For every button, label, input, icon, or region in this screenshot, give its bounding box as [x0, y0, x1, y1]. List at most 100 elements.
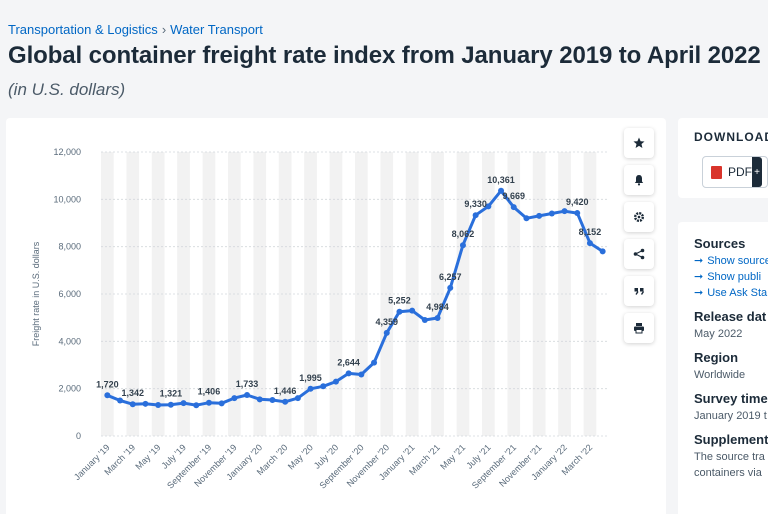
- star-icon: [633, 137, 645, 148]
- release-date-value: May 2022: [694, 328, 743, 340]
- data-point: [142, 400, 149, 407]
- y-tick-label: 10,000: [53, 194, 81, 204]
- favorite-button[interactable]: [624, 128, 654, 158]
- data-point: [434, 315, 441, 322]
- settings-button[interactable]: [624, 202, 654, 232]
- data-point: [396, 308, 403, 315]
- data-label: 2,644: [337, 357, 360, 367]
- breadcrumb: Transportation & Logistics › Water Transpo…: [8, 22, 263, 37]
- column-band: [177, 152, 190, 436]
- data-point: [167, 401, 174, 408]
- data-label: 4,984: [426, 302, 449, 312]
- data-label: 5,252: [388, 296, 411, 306]
- data-point: [231, 395, 238, 402]
- data-label: 4,359: [375, 317, 398, 327]
- survey-time-value: January 2019 t: [694, 410, 767, 422]
- breadcrumb-separator: ›: [161, 22, 167, 37]
- release-date-heading: Release dat: [694, 309, 767, 324]
- data-point: [345, 370, 352, 377]
- column-band: [126, 152, 140, 436]
- data-label: 1,446: [274, 386, 297, 396]
- y-tick-label: 4,000: [58, 336, 81, 346]
- column-band: [482, 152, 495, 436]
- y-tick-label: 6,000: [58, 289, 81, 299]
- breadcrumb-category-link[interactable]: Transportation & Logistics: [8, 22, 158, 37]
- data-label: 1,406: [198, 387, 221, 397]
- y-tick-label: 8,000: [58, 242, 81, 252]
- data-point: [358, 371, 365, 378]
- data-point: [104, 392, 111, 399]
- data-label: 8,062: [452, 229, 475, 239]
- data-point: [472, 212, 479, 219]
- show-publisher-link[interactable]: ➞ Show publi: [694, 271, 762, 283]
- pdf-options-button[interactable]: +: [752, 157, 762, 187]
- data-point: [129, 401, 136, 408]
- cite-button[interactable]: [624, 276, 654, 306]
- share-button[interactable]: [624, 239, 654, 269]
- data-point: [371, 359, 378, 366]
- supplementary-line-2: containers via: [694, 467, 762, 479]
- arrow-right-icon: ➞: [694, 255, 704, 267]
- column-band: [253, 152, 267, 436]
- data-point: [485, 203, 492, 210]
- data-label: 1,342: [121, 388, 144, 398]
- page-title: Global container freight rate index from…: [8, 42, 761, 69]
- data-point: [117, 397, 124, 404]
- data-point: [294, 395, 301, 402]
- info-panel: Sources ➞ Show source ➞ Show publi ➞ Use As…: [678, 222, 768, 514]
- x-tick-label: January '19: [72, 442, 112, 482]
- quote-icon: [634, 288, 645, 295]
- arrow-right-icon: ➞: [694, 287, 704, 299]
- data-label: 9,420: [566, 197, 589, 207]
- breadcrumb-subcategory-link[interactable]: Water Transport: [170, 22, 263, 37]
- column-band: [101, 152, 114, 436]
- x-tick-label: May '20: [286, 442, 315, 471]
- y-tick-label: 2,000: [58, 384, 81, 394]
- y-tick-label: 12,000: [53, 147, 81, 157]
- data-point: [447, 284, 454, 291]
- data-point: [307, 385, 314, 392]
- print-button[interactable]: [624, 313, 654, 343]
- data-label: 9,330: [464, 199, 487, 209]
- download-panel: DOWNLOAD PDF +: [678, 118, 768, 198]
- sources-heading: Sources: [694, 236, 746, 251]
- line-chart: 0 2,000 4,000 6,000 8,000 10,000 12,000 Freight…: [31, 147, 609, 491]
- data-point: [205, 399, 212, 406]
- pdf-file-icon: [711, 165, 722, 179]
- share-icon: [633, 248, 645, 260]
- data-point: [155, 401, 162, 408]
- data-point: [548, 210, 555, 217]
- x-tick-label: May '21: [438, 442, 467, 471]
- data-point: [459, 242, 466, 249]
- data-label: 9,669: [502, 191, 525, 201]
- data-point: [383, 329, 390, 336]
- data-point: [574, 210, 581, 217]
- pdf-label: PDF: [728, 165, 752, 179]
- data-point: [256, 396, 263, 403]
- y-tick-label: 0: [76, 431, 81, 441]
- data-label: 1,720: [96, 379, 119, 389]
- chart-card: 0 2,000 4,000 6,000 8,000 10,000 12,000 Freight…: [6, 118, 666, 514]
- notification-button[interactable]: [624, 165, 654, 195]
- data-point: [269, 397, 276, 404]
- column-band: [202, 152, 216, 436]
- data-point: [218, 400, 225, 407]
- data-point: [599, 248, 606, 255]
- bell-icon: [634, 175, 644, 186]
- chart-toolbar: [624, 128, 660, 350]
- ask-statista-link[interactable]: ➞ Use Ask Sta: [694, 287, 768, 299]
- data-point: [510, 204, 517, 211]
- show-source-link[interactable]: ➞ Show source: [694, 255, 768, 267]
- data-point: [421, 317, 428, 324]
- column-band: [558, 152, 571, 436]
- y-axis-label: Freight rate in U.S. dollars: [31, 241, 41, 346]
- region-heading: Region: [694, 350, 739, 365]
- arrow-right-icon: ➞: [694, 271, 704, 283]
- data-point: [523, 215, 530, 222]
- data-point: [320, 383, 327, 390]
- survey-time-heading: Survey time: [694, 391, 768, 406]
- data-point: [561, 208, 568, 215]
- data-label: 8,152: [579, 227, 602, 237]
- series-line: [106, 189, 604, 407]
- column-band: [329, 152, 343, 436]
